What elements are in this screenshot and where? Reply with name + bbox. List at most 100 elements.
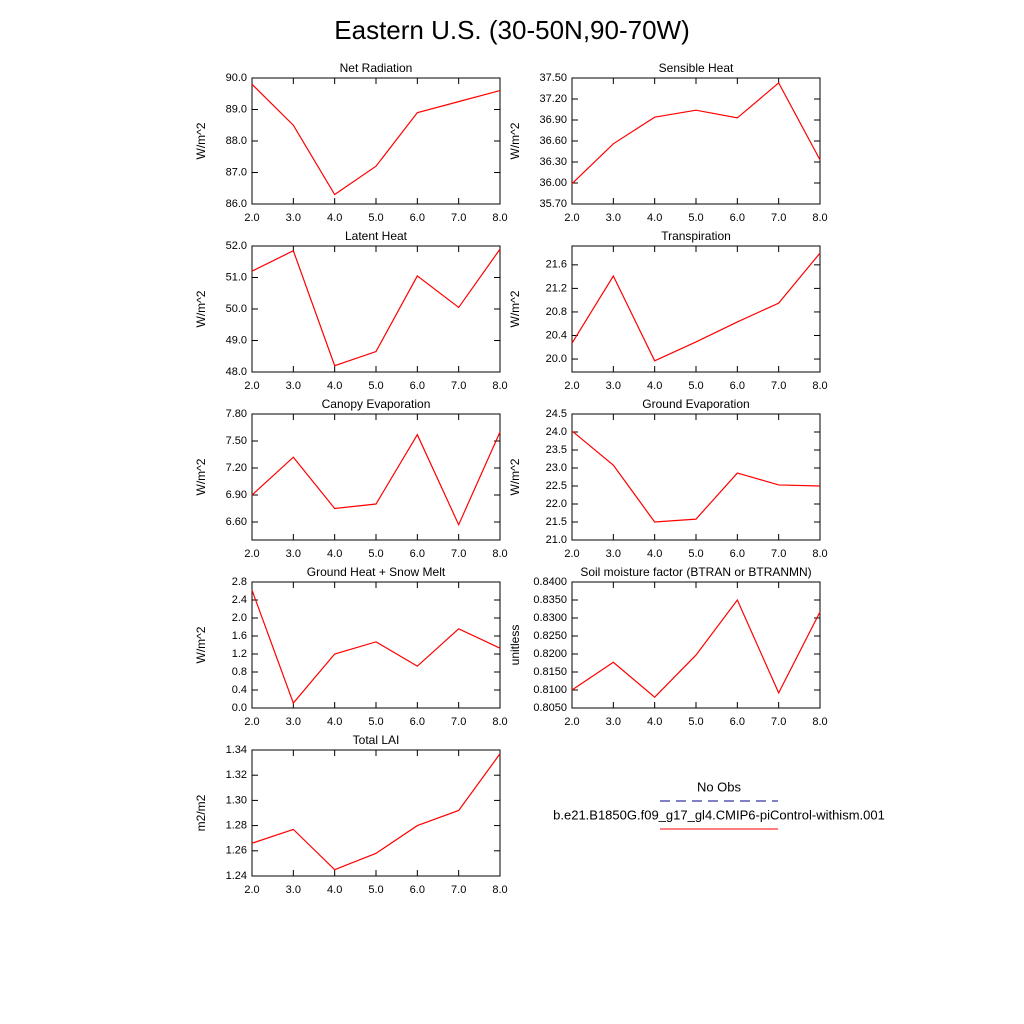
y-tick-label: 48.0 xyxy=(226,366,247,378)
x-tick-label: 5.0 xyxy=(688,380,703,392)
panel-title: Transpiration xyxy=(661,229,731,243)
y-tick-label: 21.2 xyxy=(546,282,567,294)
x-tick-label: 7.0 xyxy=(451,716,466,728)
x-tick-label: 4.0 xyxy=(327,548,342,560)
figure-title: Eastern U.S. (30-50N,90-70W) xyxy=(334,15,689,45)
panel-title: Sensible Heat xyxy=(659,61,734,75)
panel-title: Ground Evaporation xyxy=(642,397,749,411)
data-line xyxy=(571,598,821,699)
panel-title: Net Radiation xyxy=(340,61,413,75)
x-tick-label: 5.0 xyxy=(368,212,383,224)
y-tick-label: 0.8350 xyxy=(533,594,567,606)
x-tick-label: 4.0 xyxy=(647,212,662,224)
x-tick-label: 8.0 xyxy=(492,212,507,224)
y-tick-label: 6.90 xyxy=(226,489,247,501)
x-tick-label: 6.0 xyxy=(410,884,425,896)
y-tick-label: 0.8100 xyxy=(533,684,567,696)
y-tick-label: 36.30 xyxy=(539,156,567,168)
x-tick-label: 7.0 xyxy=(451,884,466,896)
y-axis-label: unitless xyxy=(508,625,522,666)
plot-frame xyxy=(571,413,821,541)
y-tick-label: 1.6 xyxy=(232,630,247,642)
y-tick-label: 2.0 xyxy=(232,612,247,624)
x-tick-label: 2.0 xyxy=(564,716,579,728)
y-tick-label: 0.8400 xyxy=(533,576,567,588)
y-tick-label: 1.24 xyxy=(226,870,247,882)
y-tick-label: 24.0 xyxy=(546,426,567,438)
plot-frame xyxy=(571,245,821,373)
plot-frame xyxy=(251,245,501,373)
y-tick-label: 20.8 xyxy=(546,306,567,318)
x-tick-label: 5.0 xyxy=(368,548,383,560)
y-tick-label: 2.4 xyxy=(232,594,247,606)
x-tick-label: 3.0 xyxy=(286,212,301,224)
x-tick-label: 7.0 xyxy=(451,380,466,392)
data-line xyxy=(571,81,821,185)
y-tick-label: 20.4 xyxy=(546,329,567,341)
y-tick-label: 52.0 xyxy=(226,240,247,252)
x-tick-label: 3.0 xyxy=(286,380,301,392)
y-axis-label: W/m^2 xyxy=(194,122,208,159)
y-tick-label: 21.5 xyxy=(546,516,567,528)
panel-title: Canopy Evaporation xyxy=(322,397,431,411)
plot-frame xyxy=(251,77,501,205)
x-tick-label: 3.0 xyxy=(606,548,621,560)
x-tick-label: 7.0 xyxy=(451,548,466,560)
data-line xyxy=(251,83,501,196)
x-tick-label: 5.0 xyxy=(688,212,703,224)
legend-label: b.e21.B1850G.f09_g17_gl4.CMIP6-piControl… xyxy=(553,807,885,822)
y-tick-label: 1.34 xyxy=(226,744,247,756)
y-tick-label: 1.30 xyxy=(226,794,247,806)
x-tick-label: 8.0 xyxy=(812,212,827,224)
y-tick-label: 88.0 xyxy=(226,135,247,147)
y-tick-label: 37.50 xyxy=(539,72,567,84)
x-tick-label: 7.0 xyxy=(771,548,786,560)
y-tick-label: 90.0 xyxy=(226,72,247,84)
y-tick-label: 0.8050 xyxy=(533,702,567,714)
x-tick-label: 7.0 xyxy=(771,380,786,392)
y-tick-label: 36.90 xyxy=(539,114,567,126)
x-tick-label: 7.0 xyxy=(451,212,466,224)
y-tick-label: 37.20 xyxy=(539,93,567,105)
y-axis-label: W/m^2 xyxy=(508,290,522,327)
y-tick-label: 21.6 xyxy=(546,259,567,271)
x-tick-label: 8.0 xyxy=(812,380,827,392)
panel-title: Latent Heat xyxy=(345,229,408,243)
panel-title: Total LAI xyxy=(353,733,400,747)
x-tick-label: 6.0 xyxy=(410,380,425,392)
x-tick-label: 6.0 xyxy=(730,212,745,224)
y-axis-label: W/m^2 xyxy=(508,458,522,495)
data-line xyxy=(251,589,501,705)
y-tick-label: 86.0 xyxy=(226,198,247,210)
y-tick-label: 51.0 xyxy=(226,271,247,283)
x-tick-label: 8.0 xyxy=(492,548,507,560)
x-tick-label: 8.0 xyxy=(492,716,507,728)
y-tick-label: 36.00 xyxy=(539,177,567,189)
x-tick-label: 2.0 xyxy=(244,716,259,728)
data-line xyxy=(251,753,501,871)
y-tick-label: 23.5 xyxy=(546,444,567,456)
y-tick-label: 22.0 xyxy=(546,498,567,510)
x-tick-label: 2.0 xyxy=(244,212,259,224)
x-tick-label: 8.0 xyxy=(492,884,507,896)
x-tick-label: 3.0 xyxy=(286,548,301,560)
x-tick-label: 3.0 xyxy=(286,884,301,896)
y-tick-label: 0.8200 xyxy=(533,648,567,660)
y-tick-label: 24.5 xyxy=(546,408,567,420)
y-tick-label: 35.70 xyxy=(539,198,567,210)
x-tick-label: 2.0 xyxy=(564,548,579,560)
x-tick-label: 6.0 xyxy=(730,380,745,392)
y-tick-label: 1.2 xyxy=(232,648,247,660)
y-tick-label: 36.60 xyxy=(539,135,567,147)
panel-title: Soil moisture factor (BTRAN or BTRANMN) xyxy=(580,565,811,579)
y-tick-label: 2.8 xyxy=(232,576,247,588)
data-line xyxy=(571,430,821,523)
x-tick-label: 2.0 xyxy=(564,212,579,224)
x-tick-label: 2.0 xyxy=(244,380,259,392)
plot-frame xyxy=(251,581,501,709)
x-tick-label: 5.0 xyxy=(368,884,383,896)
data-line xyxy=(571,252,821,362)
x-tick-label: 5.0 xyxy=(368,380,383,392)
y-tick-label: 7.80 xyxy=(226,408,247,420)
x-tick-label: 8.0 xyxy=(812,716,827,728)
